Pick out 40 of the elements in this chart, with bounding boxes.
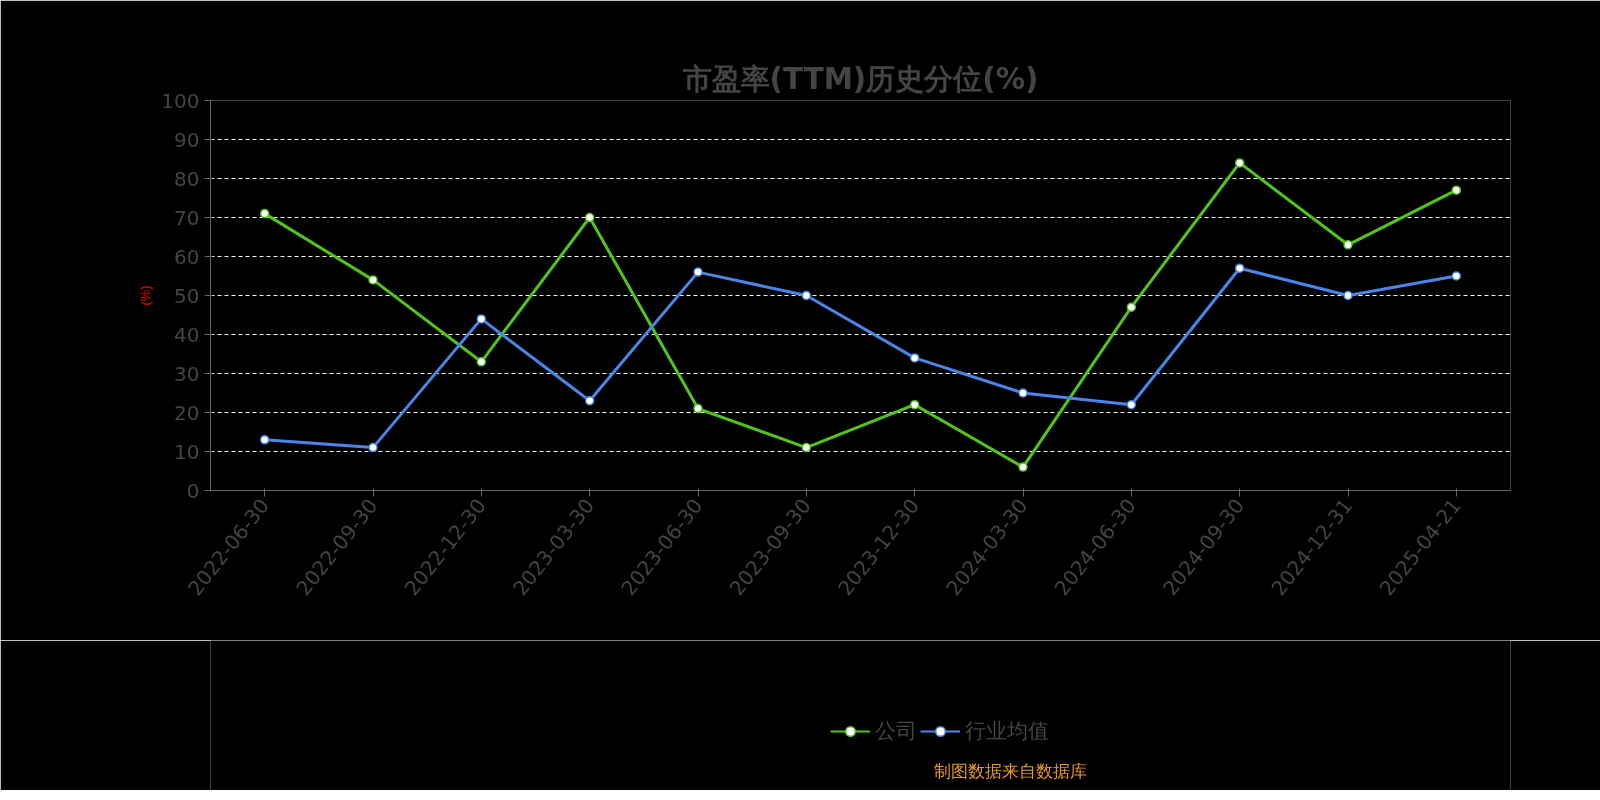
point	[801, 442, 812, 453]
point	[1234, 263, 1245, 273]
point	[1451, 271, 1462, 281]
point	[1018, 462, 1028, 472]
y-tick-label: 40	[174, 322, 200, 347]
point	[909, 353, 920, 363]
chart-title: 市盈率(TTM)历史分位(%)	[681, 61, 1039, 96]
point	[1018, 388, 1028, 398]
point	[693, 403, 703, 414]
point	[801, 290, 812, 301]
y-tick-label: 60	[174, 244, 200, 269]
y-tick-label: 100	[161, 88, 200, 113]
point	[368, 275, 378, 285]
y-axis-title: (%)	[138, 285, 154, 306]
point	[1126, 302, 1137, 312]
y-tick-label: 90	[174, 127, 200, 152]
point	[1126, 399, 1137, 410]
point	[259, 435, 270, 445]
point	[476, 314, 487, 324]
legend-label: 行业均值	[965, 717, 1049, 745]
point	[1343, 290, 1353, 301]
point	[259, 208, 270, 219]
y-tick-label: 0	[186, 478, 200, 503]
point	[1234, 158, 1245, 168]
legend-label: 公司	[875, 717, 917, 745]
point	[584, 212, 595, 223]
text: 制图数据来自数据库	[934, 760, 1087, 781]
y-tick-label: 30	[174, 361, 200, 386]
y-tick-label: 50	[174, 283, 200, 308]
point	[909, 399, 920, 410]
point	[476, 357, 487, 367]
y-tick-label: 20	[174, 400, 200, 425]
point	[693, 267, 703, 277]
y-tick-label: 10	[174, 439, 200, 464]
point	[1343, 240, 1353, 250]
y-tick-label: 80	[174, 166, 200, 191]
point	[368, 442, 378, 453]
point	[584, 396, 595, 406]
point	[1451, 185, 1462, 195]
y-tick-label: 70	[174, 205, 200, 230]
